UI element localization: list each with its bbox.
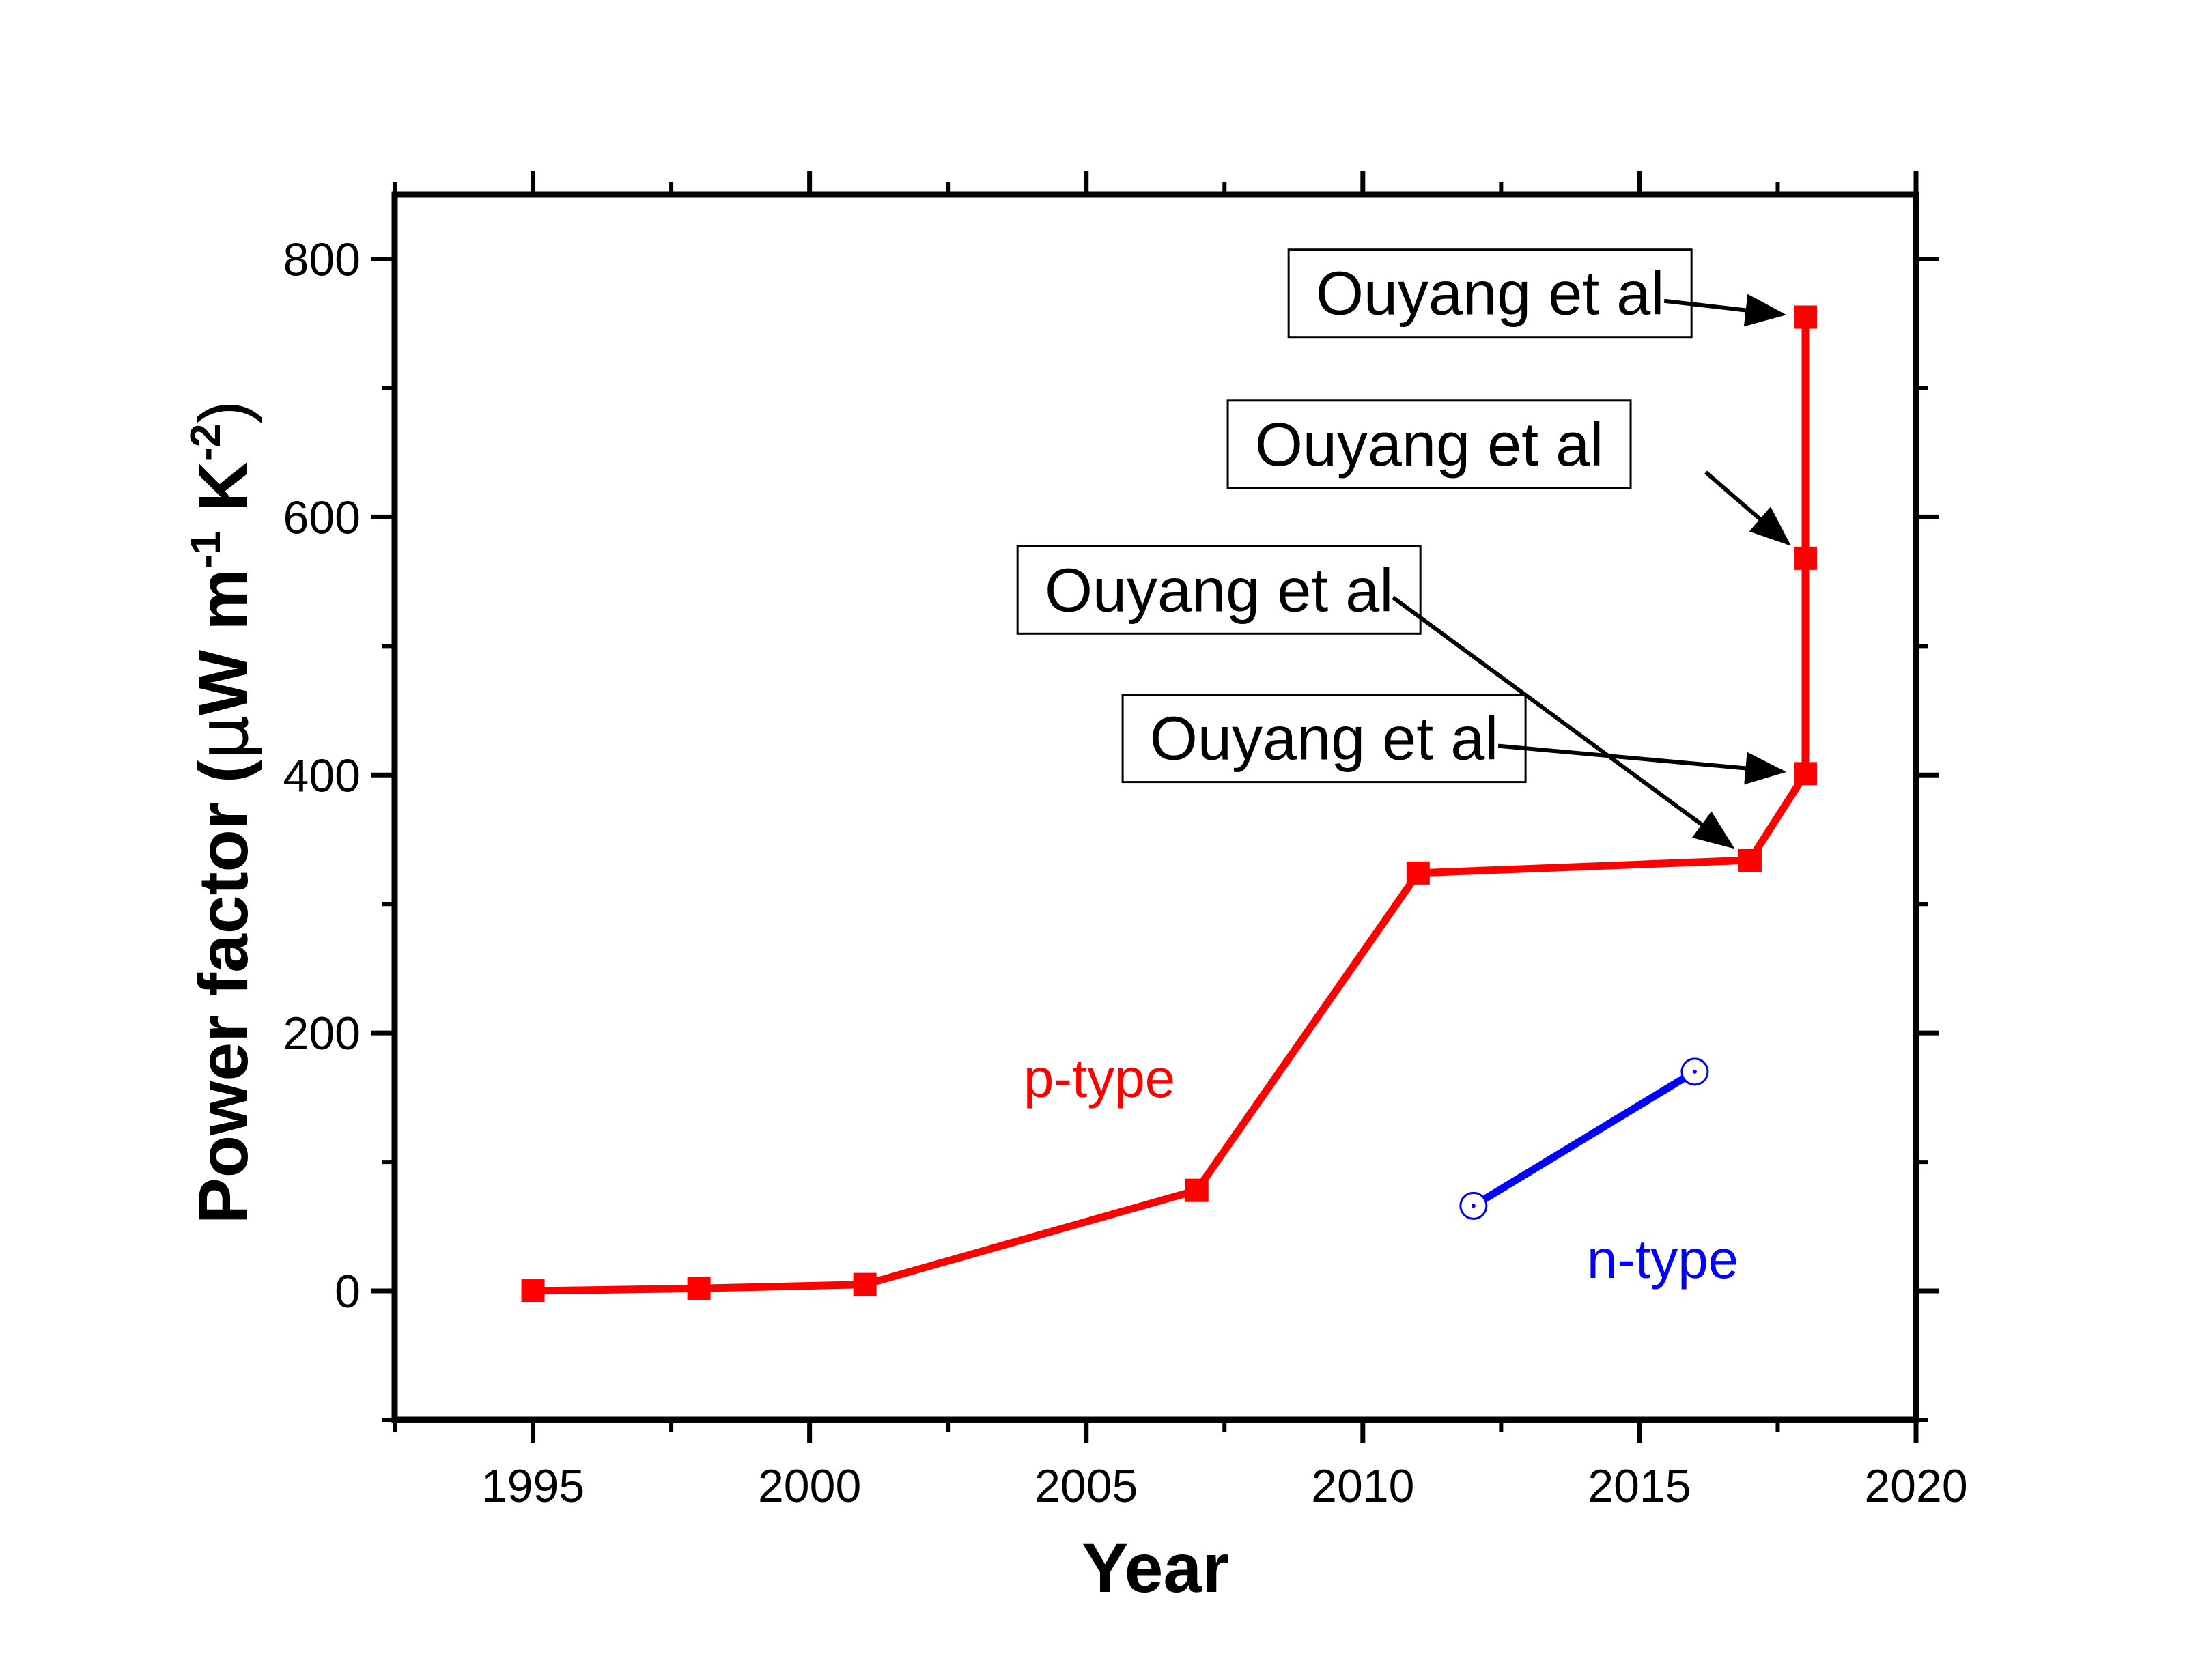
annotation-box bbox=[1016, 545, 1422, 635]
x-axis-title: Year bbox=[1082, 1529, 1229, 1607]
annotation-arrow bbox=[1497, 743, 1787, 785]
y-axis-title-exp1: -1 bbox=[182, 531, 229, 569]
annotation-box bbox=[1226, 399, 1632, 489]
y-axis-title-unit-k: K bbox=[184, 461, 262, 531]
data-point-n-type bbox=[1680, 1057, 1709, 1086]
annotation-text: Ouyang et al bbox=[1255, 411, 1603, 479]
y-axis-title-mu: μ bbox=[183, 715, 264, 760]
data-point-p-type bbox=[1793, 305, 1817, 329]
y-axis-title-exp2: -2 bbox=[182, 424, 229, 461]
x-tick-label: 2015 bbox=[1588, 1460, 1691, 1512]
legend-label-p-type: p-type bbox=[1024, 1048, 1175, 1109]
series-line-n-type bbox=[1472, 1068, 1697, 1210]
annotation-text: Ouyang et al bbox=[1045, 556, 1393, 625]
annotation-2: Ouyang et al bbox=[1121, 694, 1787, 785]
annotation-arrow bbox=[1663, 294, 1787, 327]
marker-dot bbox=[1471, 1204, 1476, 1208]
y-tick-label: 800 bbox=[283, 233, 361, 285]
data-point-n-type bbox=[1459, 1191, 1488, 1220]
data-point-p-type bbox=[1738, 848, 1762, 872]
plot-frame bbox=[391, 191, 1919, 1423]
annotation-text: Ouyang et al bbox=[1316, 260, 1664, 328]
data-point-p-type bbox=[521, 1279, 545, 1303]
y-axis-title-main: Power factor ( bbox=[184, 760, 262, 1224]
y-axis-title: Power factor (μW m-1 K-2) bbox=[182, 401, 264, 1225]
x-tick-label: 2010 bbox=[1311, 1460, 1414, 1512]
data-point-p-type bbox=[1793, 546, 1817, 570]
x-tick-label: 2005 bbox=[1034, 1460, 1138, 1512]
y-tick-label: 0 bbox=[335, 1266, 361, 1318]
series-layer bbox=[521, 305, 1817, 1303]
axes-layer: 1995 2000 2005 2010 2015 2020 0 200 400 600 800 bbox=[283, 171, 1968, 1512]
x-tick-label: 2000 bbox=[758, 1460, 861, 1512]
annotation-4: Ouyang et al bbox=[1287, 248, 1787, 339]
annotation-box bbox=[1121, 694, 1527, 784]
y-tick-label: 400 bbox=[283, 750, 361, 801]
y-axis-title-unit-w-m: W m bbox=[184, 569, 262, 715]
annotation-arrow bbox=[1704, 470, 1791, 546]
x-tick-label: 2020 bbox=[1864, 1460, 1967, 1512]
annotations-layer: Ouyang et al Ouyang et al Ouyang et al Ouya… bbox=[1016, 248, 1791, 849]
data-point-p-type bbox=[1793, 762, 1817, 786]
annotation-arrow bbox=[1392, 595, 1735, 849]
annotation-text: Ouyang et al bbox=[1150, 705, 1498, 773]
y-axis-title-close: ) bbox=[184, 401, 262, 424]
data-point-p-type bbox=[687, 1277, 711, 1300]
series-line-p-type bbox=[533, 317, 1810, 1295]
series-n-type bbox=[1459, 1057, 1709, 1220]
marker-dot bbox=[1692, 1069, 1697, 1074]
x-tick-label: 1995 bbox=[481, 1460, 585, 1512]
y-tick-label: 600 bbox=[283, 492, 361, 543]
y-tick-label: 200 bbox=[283, 1008, 361, 1059]
data-point-p-type bbox=[1185, 1178, 1209, 1202]
annotation-1: Ouyang et al bbox=[1016, 545, 1735, 849]
series-p-type bbox=[521, 305, 1817, 1303]
annotation-3: Ouyang et al bbox=[1226, 399, 1791, 546]
legend-label-n-type: n-type bbox=[1587, 1229, 1738, 1290]
data-point-p-type bbox=[1406, 861, 1430, 885]
data-point-p-type bbox=[853, 1272, 877, 1296]
annotation-box bbox=[1287, 248, 1693, 339]
